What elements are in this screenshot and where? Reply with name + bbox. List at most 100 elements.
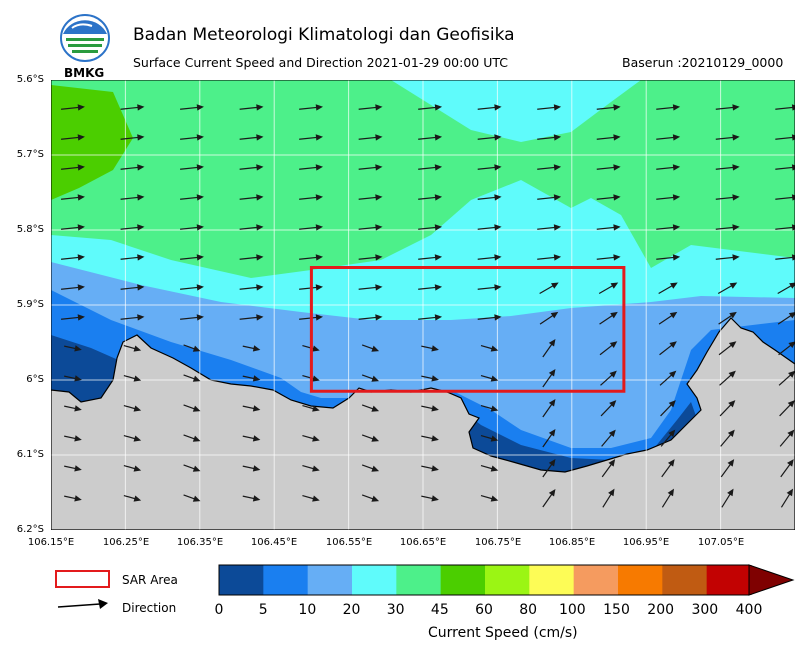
colorbar-tick-label: 10: [298, 602, 317, 618]
current-arrow: [358, 224, 383, 231]
colorbar-tick-label: 80: [519, 602, 538, 618]
current-arrow: [418, 254, 443, 261]
lon-label: 106.85°E: [548, 537, 596, 548]
current-arrow: [358, 284, 383, 291]
colorbar-segment: [307, 565, 353, 595]
current-arrow: [299, 164, 324, 171]
colorbar-tick-label: 150: [603, 602, 630, 618]
current-arrow: [180, 134, 204, 141]
current-arrow: [661, 459, 675, 478]
current-arrow: [418, 314, 443, 321]
sar-legend-swatch: [55, 570, 110, 588]
current-arrow: [775, 104, 795, 111]
current-arrow: [120, 224, 145, 231]
lat-label: 6.2°S: [16, 524, 44, 535]
current-arrow: [120, 134, 145, 141]
current-arrow: [123, 404, 142, 412]
current-arrow: [421, 465, 439, 472]
current-arrow: [421, 405, 439, 412]
baserun-label: Baserun :20210129_0000: [622, 55, 784, 70]
current-arrow: [539, 282, 559, 295]
current-arrow: [658, 311, 678, 325]
colorbar-segment: [219, 565, 264, 595]
current-arrow: [120, 254, 145, 261]
current-arrow: [183, 494, 201, 502]
direction-legend-label: Direction: [122, 601, 177, 615]
current-arrow: [123, 374, 142, 382]
colorbar-segment: [529, 565, 575, 595]
chart-subtitle: Surface Current Speed and Direction 2021…: [133, 55, 508, 70]
current-arrow: [596, 164, 621, 171]
current-arrow: [537, 224, 562, 231]
current-arrow: [180, 224, 204, 231]
current-arrow: [242, 435, 261, 442]
colorbar-segment: [263, 565, 309, 595]
current-arrow: [180, 164, 204, 171]
current-arrow: [242, 375, 261, 382]
current-arrow: [239, 224, 264, 231]
current-arrow: [358, 164, 383, 171]
current-arrow: [542, 338, 556, 358]
current-arrow: [120, 164, 145, 171]
current-arrow: [537, 194, 562, 201]
map-gridlines: [51, 80, 795, 530]
lon-label: 106.95°E: [622, 537, 670, 548]
current-arrow: [596, 104, 621, 111]
current-arrow: [537, 134, 562, 141]
colorbar-tick-label: 30: [386, 602, 405, 618]
current-arrow: [480, 374, 499, 382]
current-arrow: [64, 465, 82, 472]
current-arrow: [480, 344, 499, 352]
current-arrow: [123, 494, 142, 502]
current-arrow: [358, 194, 383, 201]
colorbar-tick-label: 0: [214, 602, 224, 618]
lon-label: 107.05°E: [697, 537, 745, 548]
current-arrow: [64, 405, 82, 412]
current-arrow: [239, 254, 264, 261]
colorbar-segment: [618, 565, 663, 595]
current-arrow: [477, 224, 502, 231]
current-arrow: [61, 254, 85, 261]
colorbar-extend-triangle: [748, 564, 795, 596]
current-arrow: [477, 194, 502, 201]
colorbar-segment: [573, 565, 619, 595]
current-arrow: [598, 282, 619, 295]
current-arrow: [480, 404, 499, 412]
current-arrow: [183, 464, 201, 472]
current-arrow: [775, 164, 795, 171]
current-arrow: [302, 494, 320, 502]
current-arrow: [660, 429, 676, 447]
current-arrow: [480, 494, 499, 502]
colorbar-tick-label: 100: [558, 602, 586, 618]
current-arrow: [61, 224, 85, 231]
current-arrow: [537, 104, 562, 111]
current-arrow: [239, 134, 264, 141]
current-arrow: [61, 194, 85, 201]
current-arrow: [361, 404, 380, 412]
lon-label: 106.45°E: [250, 537, 298, 548]
current-arrow: [418, 104, 443, 111]
current-arrow: [299, 284, 324, 291]
colorbar-tick-label: 45: [430, 602, 449, 618]
current-arrow: [780, 488, 794, 508]
current-arrow: [299, 134, 324, 141]
current-arrow: [601, 429, 616, 447]
current-arrow: [721, 488, 734, 508]
sar-area-box: [309, 266, 626, 393]
current-arrow: [242, 495, 261, 502]
current-arrow: [596, 224, 621, 231]
current-arrow: [661, 488, 675, 508]
current-arrow: [358, 314, 383, 321]
current-arrow: [542, 488, 556, 508]
current-arrow: [477, 164, 502, 171]
current-arrow: [418, 284, 443, 291]
direction-legend-arrow: [57, 599, 108, 609]
current-arrow: [299, 194, 324, 201]
current-arrow: [477, 284, 502, 291]
current-arrow: [656, 134, 681, 141]
current-arrow: [778, 341, 795, 356]
colorbar-tick-label: 60: [475, 602, 493, 618]
current-arrow: [779, 400, 795, 417]
current-arrow: [600, 370, 617, 386]
current-arrow: [421, 345, 439, 352]
